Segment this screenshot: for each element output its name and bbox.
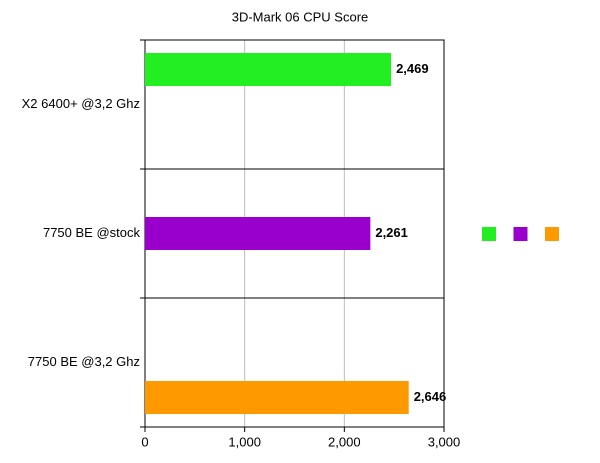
data-label: 2,261 bbox=[375, 225, 408, 240]
x-tick-label: 2,000 bbox=[328, 434, 361, 449]
bar bbox=[145, 381, 409, 414]
legend-swatch bbox=[482, 227, 496, 241]
data-label: 2,469 bbox=[396, 61, 429, 76]
legend-swatch bbox=[545, 227, 559, 241]
bar bbox=[145, 217, 371, 250]
chart-title: 3D-Mark 06 CPU Score bbox=[232, 9, 369, 24]
bar bbox=[145, 53, 392, 86]
y-tick-label: 7750 BE @stock bbox=[43, 225, 141, 240]
legend-swatch bbox=[513, 227, 528, 241]
y-tick-label: 7750 BE @3,2 Ghz bbox=[28, 354, 140, 369]
x-tick-label: 1,000 bbox=[228, 434, 261, 449]
data-label: 2,646 bbox=[414, 389, 447, 404]
x-tick-label: 3,000 bbox=[428, 434, 461, 449]
x-tick-label: 0 bbox=[141, 434, 148, 449]
y-tick-label: X2 6400+ @3,2 Ghz bbox=[22, 96, 140, 111]
